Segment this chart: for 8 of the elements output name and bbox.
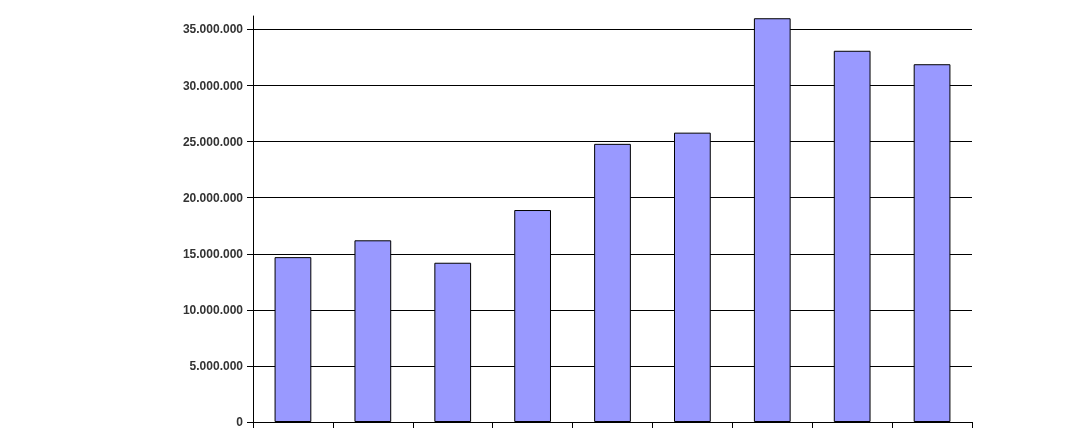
y-tick-label: 5.000.000	[189, 358, 244, 373]
y-tick-label: 0	[236, 415, 244, 429]
y-tick-label: 25.000.000	[182, 134, 244, 149]
y-tick-label: 35.000.000	[182, 22, 244, 37]
y-tick-label: 30.000.000	[182, 78, 244, 93]
y-tick-label: 20.000.000	[182, 190, 244, 205]
y-tick-label: 10.000.000	[182, 302, 244, 317]
y-tick-label: 15.000.000	[182, 246, 244, 261]
